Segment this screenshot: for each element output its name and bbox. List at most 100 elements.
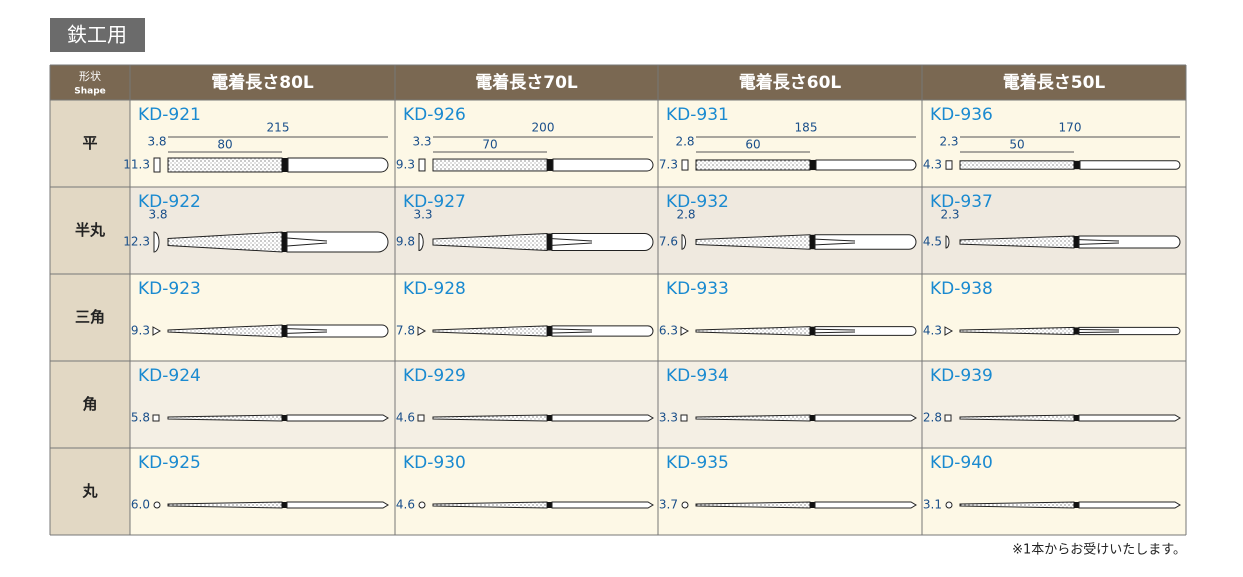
dim-width: 4.3: [923, 158, 942, 172]
cross-section: [417, 326, 427, 336]
handle-groove: [286, 328, 328, 334]
band: [1074, 160, 1080, 170]
cross-section: [944, 326, 954, 336]
dim-width: 2.8: [923, 411, 942, 425]
coated-part: [167, 157, 283, 173]
cross-section: [417, 414, 425, 422]
handle: [287, 157, 389, 173]
cross-section: [153, 501, 161, 509]
shape-header: 形状: [79, 69, 101, 83]
band: [282, 502, 287, 508]
dim-width: 6.0: [131, 498, 150, 512]
column-header: 電着長さ80L: [211, 72, 314, 93]
band: [810, 415, 815, 421]
cross-section: [681, 159, 689, 171]
handle: [1079, 160, 1181, 170]
handle: [551, 325, 654, 337]
cross-section: [944, 414, 952, 422]
dim-thickness: 2.3: [940, 208, 959, 222]
dim-coated: 80: [217, 138, 232, 152]
dim-width: 9.3: [131, 324, 150, 338]
handle: [286, 324, 389, 338]
badge-bg: [50, 18, 145, 52]
band: [282, 325, 287, 337]
handle: [1078, 235, 1181, 249]
product-code: KD-938: [930, 279, 993, 299]
dim-width: 4.6: [396, 498, 415, 512]
handle: [551, 414, 654, 422]
band: [282, 415, 287, 421]
dim-thickness: 3.3: [413, 208, 432, 222]
dim-total: 170: [1059, 121, 1082, 135]
column-header: 電着長さ70L: [475, 72, 578, 93]
handle-groove: [286, 237, 328, 247]
badge: 鉄工用: [67, 23, 127, 47]
cross-section: [945, 501, 953, 509]
dim-thickness: 2.8: [676, 208, 695, 222]
dim-total: 215: [267, 121, 290, 135]
dim-width: 5.8: [131, 411, 150, 425]
band: [1074, 502, 1079, 508]
dim-width: 9.3: [396, 158, 415, 172]
shape-cell: [50, 361, 130, 448]
row-label: 丸: [81, 482, 98, 500]
handle: [1078, 501, 1181, 509]
band: [547, 325, 552, 337]
product-code: KD-932: [666, 192, 729, 212]
row-label: 三角: [75, 308, 105, 326]
handle: [1078, 326, 1181, 336]
product-code: KD-935: [666, 453, 729, 473]
product-code: KD-940: [930, 453, 993, 473]
band: [810, 502, 815, 508]
row-label: 半丸: [75, 221, 106, 239]
product-code: KD-939: [930, 366, 993, 386]
product-code: KD-931: [666, 105, 729, 125]
cross-section: [153, 157, 161, 173]
band: [1074, 327, 1079, 335]
product-code: KD-937: [930, 192, 993, 212]
header-bg: [50, 65, 1186, 100]
product-code: KD-930: [403, 453, 466, 473]
shape-header-en: Shape: [74, 87, 106, 97]
cross-section: [418, 232, 424, 252]
dim-width: 3.7: [659, 498, 678, 512]
dim-thickness: 3.3: [412, 135, 431, 149]
handle: [814, 326, 917, 336]
product-code: KD-921: [138, 105, 201, 125]
dim-coated: 50: [1009, 138, 1024, 152]
cross-section: [153, 231, 160, 253]
dim-width: 7.3: [659, 158, 678, 172]
shape-cell: [50, 187, 130, 274]
cross-section: [152, 326, 162, 336]
handle: [286, 414, 389, 422]
band: [810, 326, 815, 336]
row-label: 角: [82, 395, 97, 413]
product-code: KD-929: [403, 366, 466, 386]
table: 電着長さ80L 電着長さ70L 電着長さ60L 電着長さ50L 平 KD-921 215 80…: [49, 64, 1187, 536]
dim-width: 3.3: [659, 411, 678, 425]
cross-section: [945, 235, 950, 249]
product-code: KD-927: [403, 192, 466, 212]
dim-width: 4.6: [396, 411, 415, 425]
product-code: KD-936: [930, 105, 993, 125]
band: [547, 159, 553, 171]
cross-section: [945, 160, 953, 170]
product-code: KD-928: [403, 279, 466, 299]
handle: [286, 501, 389, 509]
column-header: 電着長さ50L: [1003, 72, 1106, 93]
dim-width: 7.8: [396, 324, 415, 338]
handle-groove: [814, 238, 856, 246]
cross-section: [418, 158, 426, 172]
product-code: KD-925: [138, 453, 201, 473]
handle: [551, 233, 654, 251]
dim-thickness: 3.8: [147, 135, 166, 149]
product-code: KD-933: [666, 279, 729, 299]
handle: [814, 501, 917, 509]
dim-coated: 60: [745, 138, 760, 152]
dim-coated: 70: [482, 138, 497, 152]
band: [1074, 236, 1079, 248]
dim-width: 12.3: [123, 235, 150, 249]
band: [810, 234, 815, 250]
